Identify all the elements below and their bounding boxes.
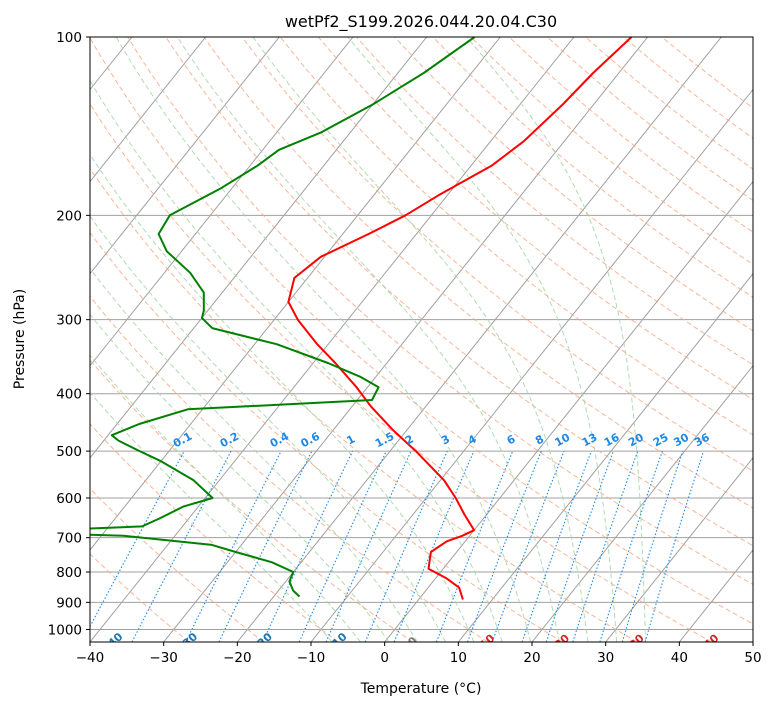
mixing-ratio-line [365, 451, 447, 642]
mixing-ratio-line [436, 451, 512, 642]
dry-adiabat [0, 37, 562, 642]
y-tick-label: 800 [56, 565, 82, 581]
dry-adiabat [242, 37, 775, 642]
mixing-ratio-label: 0.4 [268, 430, 292, 451]
x-tick-label: 50 [744, 650, 761, 666]
isotherm [311, 37, 775, 642]
isotherm [0, 37, 58, 642]
mixing-ratio-line [299, 451, 386, 642]
y-axis-label: Pressure (hPa) [12, 289, 28, 389]
moist-adiabat [66, 37, 502, 642]
mixing-ratio-label: 20 [626, 431, 646, 450]
mixing-ratio-label: 3 [439, 432, 452, 447]
isotherm [679, 37, 775, 642]
mixing-ratio-label: 13 [580, 431, 600, 450]
dry-adiabat [586, 37, 775, 642]
isotherm [606, 37, 775, 642]
mixing-ratio-label: 36 [692, 431, 712, 450]
dry-adiabat [471, 37, 775, 642]
y-tick-label: 400 [56, 387, 82, 403]
x-axis-label: Temperature (°C) [360, 681, 482, 697]
mixing-ratio-line [522, 451, 591, 642]
dry-adiabat [395, 37, 775, 642]
x-tick-label: 10 [450, 650, 467, 666]
mixing-ratio-label: 1 [344, 432, 357, 447]
moist-adiabat [0, 37, 332, 642]
x-tick-label: 20 [523, 650, 540, 666]
dry-adiabat [318, 37, 775, 642]
x-tick-label: −40 [76, 650, 105, 666]
dry-adiabat [547, 37, 775, 642]
isotherm [753, 37, 775, 642]
x-tick-label: −10 [297, 650, 326, 666]
moist-adiabat [24, 37, 474, 642]
dry-adiabat [433, 37, 775, 642]
mixing-ratio-label: 0.1 [171, 430, 194, 451]
mixing-ratio-label: 25 [651, 431, 671, 450]
mixing-ratio-label: 16 [602, 431, 622, 450]
dry-adiabat [0, 37, 264, 642]
y-tick-label: 500 [56, 444, 82, 460]
mixing-ratio-line [82, 451, 184, 642]
isotherm [90, 37, 574, 642]
isotherm [0, 37, 427, 642]
dry-adiabat [51, 37, 711, 642]
x-tick-label: −30 [149, 650, 178, 666]
mixing-ratio-line [186, 451, 281, 642]
isotherm [0, 37, 353, 642]
mixing-ratio-line [468, 451, 542, 642]
mixing-ratio-line [645, 451, 703, 642]
y-tick-label: 300 [56, 313, 82, 329]
x-tick-label: 40 [671, 650, 688, 666]
dry-adiabat [0, 37, 338, 642]
x-tick-label: −20 [223, 650, 252, 666]
x-tick-label: 30 [597, 650, 614, 666]
mixing-ratio-line [622, 451, 683, 642]
isotherm [458, 37, 775, 642]
y-tick-label: 700 [56, 531, 82, 547]
dry-adiabat [0, 37, 189, 642]
mixing-ratio-line [263, 451, 353, 642]
x-tick-label: 0 [380, 650, 389, 666]
y-tick-label: 900 [56, 595, 82, 611]
mixing-ratio-line [600, 451, 663, 642]
y-tick-label: 1000 [48, 622, 82, 638]
plot-area: 0.10.20.40.611.52346810131620253036-100-… [0, 37, 775, 656]
y-tick-label: 200 [56, 208, 82, 224]
isotherm [385, 37, 775, 642]
y-tick-label: 600 [56, 491, 82, 507]
moist-adiabat [0, 37, 361, 642]
chart-title: wetPf2_S199.2026.044.20.04.C30 [285, 12, 557, 32]
isotherm [0, 37, 279, 642]
dry-adiabat [0, 37, 488, 642]
y-tick-label: 100 [56, 30, 82, 46]
x-axis: −40 −30 −20 −10 0 10 20 30 40 50 [76, 642, 762, 666]
mixing-ratio-label: 2 [403, 432, 416, 447]
mixing-ratio-label: 0.6 [299, 430, 323, 451]
isotherm [237, 37, 721, 642]
y-axis: 1000 900 800 700 600 500 400 300 200 100 [48, 30, 90, 638]
mixing-ratio-label: 10 [553, 431, 573, 450]
